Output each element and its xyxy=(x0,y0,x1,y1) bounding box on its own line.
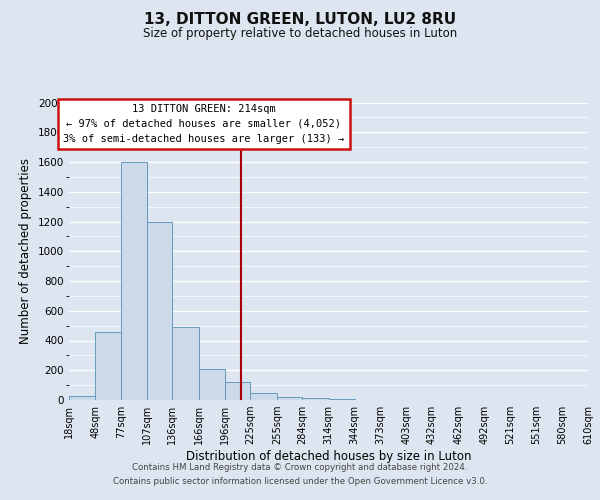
Bar xyxy=(250,392,277,400)
Bar xyxy=(69,396,95,400)
Bar xyxy=(199,369,225,400)
Bar xyxy=(121,162,147,400)
X-axis label: Distribution of detached houses by size in Luton: Distribution of detached houses by size … xyxy=(186,450,471,463)
Text: Size of property relative to detached houses in Luton: Size of property relative to detached ho… xyxy=(143,28,457,40)
Text: 13 DITTON GREEN: 214sqm
← 97% of detached houses are smaller (4,052)
3% of semi-: 13 DITTON GREEN: 214sqm ← 97% of detache… xyxy=(64,104,344,144)
Bar xyxy=(95,332,121,400)
Bar xyxy=(147,222,172,400)
Text: Contains public sector information licensed under the Open Government Licence v3: Contains public sector information licen… xyxy=(113,477,487,486)
Bar xyxy=(277,397,302,400)
Bar xyxy=(225,382,250,400)
Bar xyxy=(302,398,329,400)
Text: Contains HM Land Registry data © Crown copyright and database right 2024.: Contains HM Land Registry data © Crown c… xyxy=(132,464,468,472)
Bar xyxy=(172,327,199,400)
Text: 13, DITTON GREEN, LUTON, LU2 8RU: 13, DITTON GREEN, LUTON, LU2 8RU xyxy=(144,12,456,28)
Y-axis label: Number of detached properties: Number of detached properties xyxy=(19,158,32,344)
